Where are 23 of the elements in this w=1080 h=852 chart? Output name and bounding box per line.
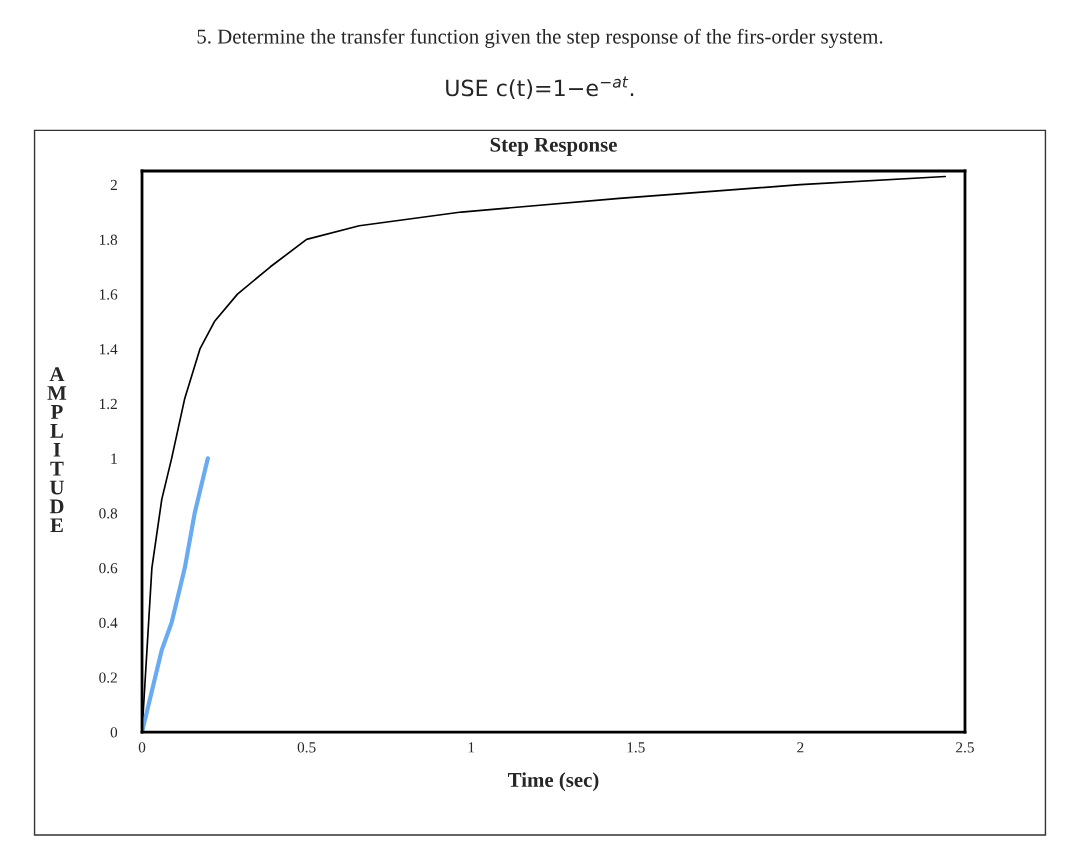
y-tick-label: 0: [110, 727, 118, 738]
x-axis-title: Time (sec): [508, 772, 599, 792]
text: USE c(t)=1−e$^{−at}$.: [446, 76, 634, 99]
chart-title: Step Response: [490, 137, 617, 156]
y-tick-label: 0.8: [99, 508, 118, 519]
y-tick-label: 0.2: [99, 672, 117, 683]
line-series: [142, 456, 210, 733]
y-tick-label: 1.2: [99, 398, 117, 410]
y-tick-label: 1.6: [99, 289, 118, 300]
x-tick-label: 2.5: [956, 742, 974, 753]
y-tick-label: 1.8: [99, 234, 118, 245]
y-tick-label: 0.6: [99, 562, 118, 574]
text: 5. Determine the transfer function given the step response of the firs-order system.: [197, 28, 883, 48]
y-tick-label: 2: [110, 179, 117, 190]
y-tick-label: 1.4: [99, 344, 118, 355]
y-tick-label: 0.4: [99, 617, 118, 629]
x-tick-label: 1: [468, 742, 475, 753]
x-tick-label: 1.5: [627, 742, 645, 753]
x-tick-label: 0: [138, 742, 146, 753]
x-tick-label: 2: [797, 742, 804, 753]
y-tick-label: 1: [111, 453, 117, 464]
text: AMPLITUDE: [47, 367, 67, 533]
x-tick-label: 0.5: [297, 742, 316, 753]
